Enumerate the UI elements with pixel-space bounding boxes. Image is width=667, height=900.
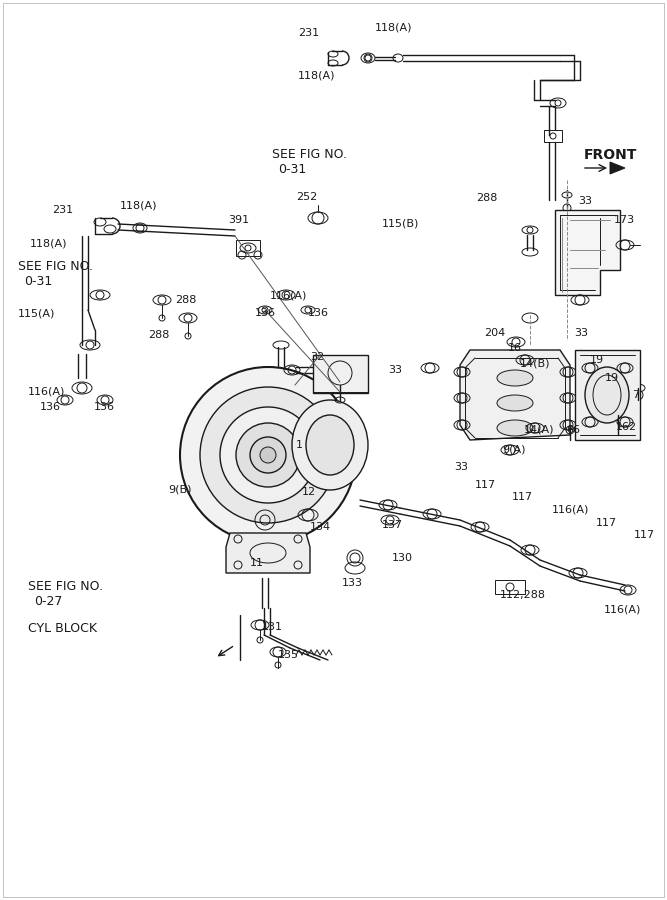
- Text: SEE FIG NO.: SEE FIG NO.: [28, 580, 103, 593]
- Text: 136: 136: [94, 402, 115, 412]
- Text: 137: 137: [382, 520, 403, 530]
- Polygon shape: [610, 162, 625, 174]
- Text: 130: 130: [392, 553, 413, 563]
- Text: 33: 33: [388, 365, 402, 375]
- Text: 0-27: 0-27: [34, 595, 63, 608]
- Text: 288: 288: [148, 330, 169, 340]
- Text: 14(B): 14(B): [520, 358, 550, 368]
- Text: 391: 391: [228, 215, 249, 225]
- Text: 112,288: 112,288: [500, 590, 546, 600]
- Text: 33: 33: [574, 328, 588, 338]
- Text: 32: 32: [310, 352, 324, 362]
- Text: 131: 131: [262, 622, 283, 632]
- Text: 134: 134: [310, 522, 331, 532]
- Text: 118(A): 118(A): [298, 70, 336, 80]
- Text: 16: 16: [508, 343, 522, 353]
- Text: 118(A): 118(A): [30, 238, 67, 248]
- Text: 288: 288: [175, 295, 196, 305]
- Text: CYL BLOCK: CYL BLOCK: [28, 622, 97, 635]
- Ellipse shape: [292, 400, 368, 490]
- Text: 135: 135: [278, 650, 299, 660]
- Ellipse shape: [585, 367, 629, 423]
- Text: 117: 117: [512, 492, 533, 502]
- Text: 12: 12: [302, 487, 316, 497]
- Text: 116(A): 116(A): [270, 290, 307, 300]
- Text: 133: 133: [342, 578, 363, 588]
- Text: 116(A): 116(A): [552, 504, 590, 514]
- Text: 116(A): 116(A): [28, 386, 65, 396]
- Text: 1: 1: [296, 440, 303, 450]
- Text: 7: 7: [632, 390, 639, 400]
- Text: 117: 117: [634, 530, 655, 540]
- Text: 252: 252: [296, 192, 317, 202]
- Text: 0-31: 0-31: [24, 275, 52, 288]
- Polygon shape: [226, 533, 310, 573]
- Text: 19: 19: [590, 355, 604, 365]
- Ellipse shape: [497, 370, 533, 386]
- Text: 231: 231: [52, 205, 73, 215]
- Text: 9(A): 9(A): [502, 445, 526, 455]
- Text: 66: 66: [566, 425, 580, 435]
- Ellipse shape: [306, 415, 354, 475]
- Text: FRONT: FRONT: [584, 148, 638, 162]
- Text: 288: 288: [476, 193, 498, 203]
- Text: 118(A): 118(A): [375, 22, 412, 32]
- Polygon shape: [555, 210, 620, 295]
- Text: 117: 117: [475, 480, 496, 490]
- Text: 231: 231: [298, 28, 319, 38]
- Circle shape: [180, 367, 356, 543]
- Text: 0-31: 0-31: [278, 163, 306, 176]
- Text: SEE FIG NO.: SEE FIG NO.: [272, 148, 347, 161]
- Text: 115(A): 115(A): [18, 308, 55, 318]
- Circle shape: [200, 387, 336, 523]
- Polygon shape: [575, 350, 640, 440]
- Text: 33: 33: [454, 462, 468, 472]
- Text: 115(B): 115(B): [382, 218, 420, 228]
- Text: 117: 117: [596, 518, 617, 528]
- Text: SEE FIG NO.: SEE FIG NO.: [18, 260, 93, 273]
- Text: 204: 204: [484, 328, 505, 338]
- Polygon shape: [460, 350, 570, 440]
- Bar: [544, 130, 562, 142]
- Text: 33: 33: [578, 196, 592, 206]
- Text: 173: 173: [614, 215, 635, 225]
- Circle shape: [250, 437, 286, 473]
- Text: 11: 11: [250, 558, 264, 568]
- Text: 9(B): 9(B): [168, 485, 191, 495]
- Bar: [313, 355, 368, 393]
- Bar: [495, 580, 525, 594]
- Text: 14(A): 14(A): [524, 425, 554, 435]
- Circle shape: [260, 447, 276, 463]
- Text: 136: 136: [40, 402, 61, 412]
- Text: 162: 162: [616, 422, 637, 432]
- Circle shape: [220, 407, 316, 503]
- Text: 116(A): 116(A): [604, 604, 642, 614]
- Ellipse shape: [497, 395, 533, 411]
- Text: 136: 136: [308, 308, 329, 318]
- Bar: [236, 240, 260, 256]
- Text: 19: 19: [605, 373, 619, 383]
- Circle shape: [236, 423, 300, 487]
- Text: 118(A): 118(A): [120, 200, 157, 210]
- Text: 136: 136: [255, 308, 276, 318]
- Ellipse shape: [497, 420, 533, 436]
